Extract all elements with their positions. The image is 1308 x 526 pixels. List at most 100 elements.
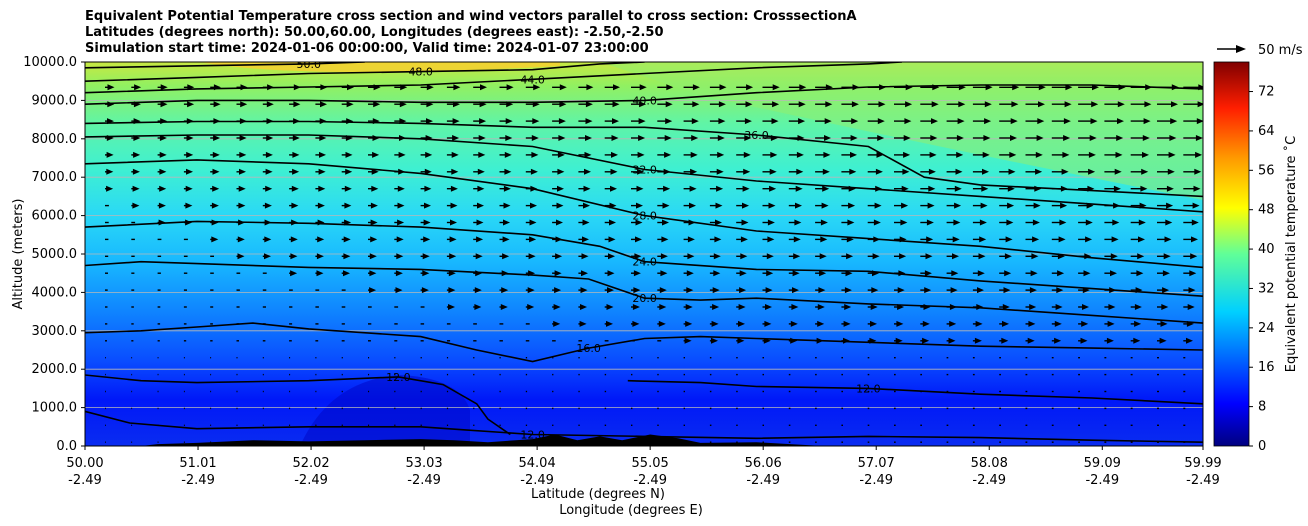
wind-vector-head (790, 320, 798, 327)
wind-vector-head (715, 219, 722, 226)
wind-vector-head (1116, 135, 1124, 141)
wind-vector-head (396, 236, 404, 243)
wind-vector-head (586, 84, 594, 91)
wind-vector-head (532, 118, 540, 125)
wind-vector-head (765, 304, 772, 310)
wind-vector-head (531, 135, 539, 141)
wind-vector-head (633, 287, 641, 294)
wind-vector-head (743, 168, 751, 175)
wind-vector-head (738, 304, 746, 310)
wind-vector-head (1038, 101, 1045, 108)
wind-vector-head (422, 270, 430, 277)
wind-vector-head (212, 151, 220, 158)
wind-vector-head (1187, 304, 1195, 310)
wind-vector-head (716, 185, 724, 192)
x-tick-label-lat: 56.06 (745, 456, 782, 471)
wind-vector-head (687, 236, 695, 243)
wind-vector-head (1168, 151, 1176, 158)
wind-vector-head (660, 253, 668, 260)
wind-vector-head (665, 118, 673, 125)
wind-vector-head (977, 287, 984, 294)
wind-vector-head (501, 287, 509, 294)
wind-vector-head (529, 219, 537, 226)
x-tick-label-lon: -2.49 (746, 473, 780, 488)
title-line-3: Simulation start time: 2024-01-06 00:00:… (85, 41, 649, 56)
wind-vector-head (1033, 202, 1041, 209)
wind-vector-head (186, 168, 193, 175)
wind-vector-head (504, 168, 512, 175)
wind-vector-head (896, 320, 904, 327)
wind-vector-head (451, 151, 459, 158)
wind-vector-head (639, 84, 647, 91)
wind-vector-head (685, 320, 693, 327)
wind-vector-head (692, 101, 700, 108)
wind-vector-head (370, 202, 378, 209)
wind-vector-head (1106, 337, 1114, 344)
wind-vector-head (452, 135, 460, 141)
wind-vector-head (553, 320, 561, 327)
contour-label: 28.0 (632, 210, 657, 223)
wind-vector-head (824, 135, 831, 141)
wind-vector-head (106, 168, 114, 175)
wind-vector-head (343, 270, 350, 277)
y-tick-label: 10000.0 (23, 55, 77, 70)
wind-vector-head (504, 151, 512, 158)
wind-vector-head (1190, 253, 1198, 260)
wind-vector-head (902, 168, 910, 175)
wind-vector-head (291, 185, 299, 192)
wind-vector-head (949, 320, 957, 327)
wind-vector-head (1012, 84, 1020, 91)
wind-vector-head (1142, 135, 1150, 141)
colorbar-tick-label: 48 (1258, 203, 1275, 218)
contour-line (85, 374, 511, 436)
x-tick-label-lon: -2.49 (972, 473, 1006, 488)
wind-vector-head (480, 84, 487, 91)
wind-vector-head (397, 219, 405, 226)
wind-vector-head (1138, 219, 1146, 226)
wind-vector-head (637, 151, 645, 158)
contour-label: 36.0 (744, 129, 769, 142)
wind-vector-head (474, 287, 482, 294)
wind-vector-head (1061, 168, 1069, 175)
wind-vector-head (824, 118, 832, 125)
wind-vector-head (1134, 304, 1142, 310)
wind-vector-head (1136, 270, 1144, 277)
wind-vector-head (638, 135, 646, 141)
wind-vector-head (684, 337, 692, 344)
wind-vector-head (691, 135, 699, 141)
wind-vector-head (1188, 287, 1196, 294)
wind-vector-head (1196, 118, 1203, 125)
wind-vector-head (766, 253, 774, 260)
wind-vector-head (1059, 219, 1067, 226)
wind-vector-head (636, 185, 644, 192)
wind-vector-head (741, 219, 749, 226)
colorbar-tick-label: 16 (1258, 360, 1275, 375)
wind-vector-head (948, 337, 956, 344)
wind-vector-head (870, 304, 878, 310)
wind-vector-head (318, 168, 326, 175)
wind-vector-head (662, 219, 669, 226)
colorbar-label: Equivalent potential temperature ˚C (1283, 136, 1299, 372)
wind-vector-head (186, 151, 194, 158)
wind-vector-head (1138, 236, 1145, 243)
contour-label: 48.0 (408, 66, 433, 79)
wind-vector-head (369, 253, 377, 260)
wind-vector-head (239, 135, 247, 141)
wind-vector-head (719, 84, 727, 91)
wind-vector-head (1134, 320, 1142, 327)
wind-vector-head (1186, 337, 1193, 344)
wind-vector-head (928, 168, 936, 175)
wind-vector-head (426, 118, 433, 125)
wind-vector-head (980, 202, 988, 209)
wind-vector-head (1001, 337, 1009, 344)
wind-vector-head (1159, 337, 1167, 344)
wind-vector-head (711, 320, 719, 327)
wind-vector-head (844, 304, 852, 310)
wind-vector-head (503, 219, 510, 226)
wind-vector-head (1142, 151, 1149, 158)
wind-vector-head (638, 118, 646, 125)
wind-vector-head (212, 185, 220, 192)
wind-vector-head (956, 135, 964, 141)
wind-vector-head (423, 219, 431, 226)
wind-vector-head (659, 287, 667, 294)
